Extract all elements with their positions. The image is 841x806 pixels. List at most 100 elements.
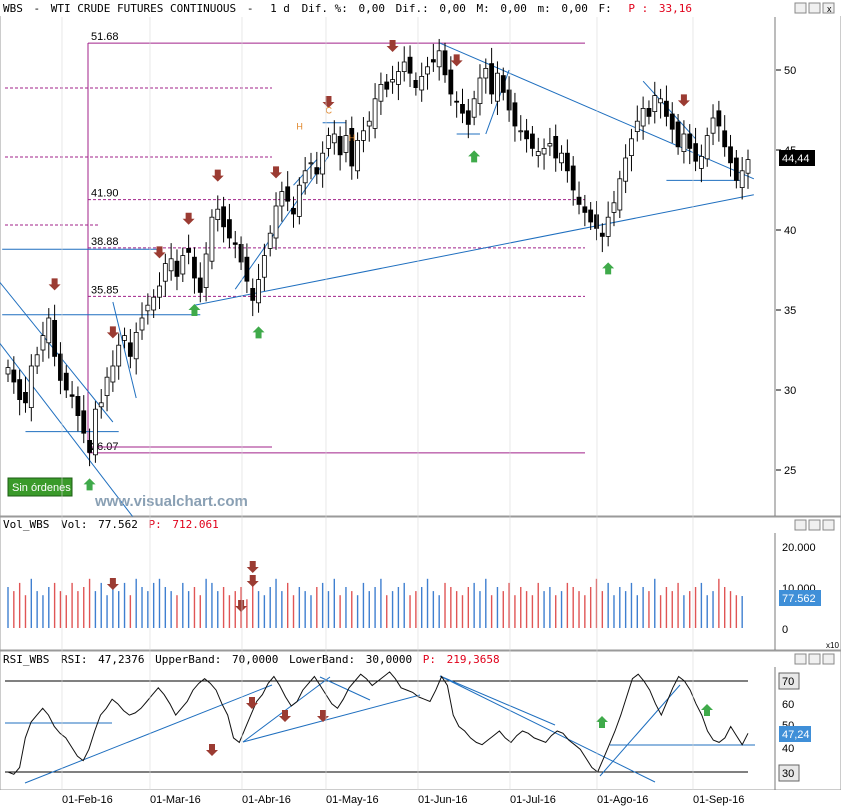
x-tick-label: 01-Jul-16 (510, 794, 556, 806)
candle-body (320, 152, 326, 175)
candle-body (553, 135, 559, 159)
x-tick-label: 01-Mar-16 (150, 794, 201, 806)
rsi-panel-buttons[interactable] (794, 653, 835, 665)
candle-body (122, 335, 127, 341)
svg-text:Sin órdenes: Sin órdenes (12, 482, 71, 494)
candle-body (343, 135, 349, 153)
rsi-trend-line (242, 694, 421, 743)
candle-body (430, 59, 436, 63)
candle-body (570, 165, 576, 191)
candle-body (273, 205, 279, 239)
candle-body (372, 98, 378, 129)
rsi-trend-line (242, 676, 331, 743)
close-icon: x (827, 4, 832, 14)
vol-scale-mark: x10 (826, 641, 839, 650)
volume-panel: Vol_WBS Vol: 77.562 P: 712.061 20.000 10… (0, 516, 841, 651)
candle-body (98, 402, 104, 408)
candle-body (605, 216, 611, 237)
candle-body (413, 80, 419, 89)
candle-body (448, 69, 454, 95)
minimize-button[interactable] (794, 2, 807, 14)
rsi-bear-arrow (206, 744, 218, 756)
rsi-trend-line (24, 684, 273, 784)
svg-text:30: 30 (782, 768, 794, 780)
vol-axis-label: 0 (782, 624, 788, 636)
x-axis: 01-Feb-16 01-Mar-16 01-Abr-16 01-May-16 01-J… (0, 17, 841, 806)
candle-body (652, 95, 658, 112)
formation-label: C (325, 106, 332, 116)
candle-body (541, 147, 547, 155)
candle-body (5, 367, 11, 375)
candle-body (23, 391, 28, 404)
candle-body (675, 121, 681, 148)
candle-body (133, 331, 139, 360)
candle-body (308, 162, 314, 165)
svg-text:40: 40 (782, 743, 794, 755)
vol-bear-arrow (106, 578, 119, 590)
candle-body (93, 408, 98, 456)
candle-body (17, 379, 23, 401)
bear-signal-arrow (677, 94, 690, 107)
candle-body (535, 151, 541, 157)
close-button[interactable] (822, 2, 835, 14)
y-tick-label: 25 (784, 465, 796, 477)
y-tick-label: 35 (784, 305, 796, 317)
header-tf: 1 d (270, 2, 290, 15)
svg-text:WBS - WTI CRUDE FU: WBS - WTI CRUDE FUTURES CONTINUOUS - 1 d… (3, 2, 692, 15)
candle-body (739, 170, 745, 189)
rsi-upper-box: 70 (778, 672, 800, 690)
y-tick-label: 30 (784, 385, 796, 397)
candle-body (238, 243, 244, 263)
bear-signal-arrow (386, 40, 399, 52)
candle-body (658, 98, 663, 104)
candle-body (698, 155, 704, 169)
x-tick-label: 01-Sep-16 (693, 794, 744, 806)
panel-buttons[interactable]: x (794, 2, 835, 14)
y-tick-label: 50 (784, 65, 796, 77)
price-panel: WBS - WTI CRUDE FUTURES CONTINUOUS - 1 d… (0, 0, 841, 522)
candle-body (127, 342, 133, 357)
candle-body (681, 133, 687, 153)
candle-body (285, 186, 291, 202)
candle-body (530, 133, 535, 149)
candle-body (669, 113, 675, 130)
svg-text:70: 70 (782, 676, 794, 688)
y-tick-label: 40 (784, 225, 796, 237)
svg-text:77.562: 77.562 (782, 593, 816, 605)
rsi-last-box: 47,24 (779, 726, 811, 742)
rsi-close-button[interactable] (822, 653, 835, 665)
order-label[interactable]: Sin órdenes (7, 477, 73, 497)
candle-body (186, 247, 192, 253)
candle-body (215, 208, 221, 220)
trend-line (234, 156, 329, 290)
vol-close-button[interactable] (822, 519, 835, 531)
candle-body (454, 100, 460, 103)
vol-bear-arrow (246, 575, 259, 587)
fib-level-label: 41.90 (91, 188, 119, 200)
rsi-bear-arrow (246, 697, 258, 709)
candle-body (69, 394, 75, 397)
rsi-panel: RSI_WBS RSI: 47,2376 UpperBand: 70,0000 … (0, 650, 841, 791)
candle-body (232, 242, 238, 245)
candle-body (52, 319, 58, 357)
rsi-name: RSI_WBS (3, 653, 49, 666)
candle-body (582, 206, 588, 213)
svg-text:60: 60 (782, 699, 794, 711)
candle-body (483, 68, 489, 79)
candle-body (506, 89, 512, 111)
candle-body (104, 376, 110, 397)
bull-signal-arrow (188, 304, 201, 316)
rsi-trend-line (439, 675, 556, 726)
candle-body (611, 202, 617, 213)
candle-body (401, 61, 407, 73)
vol-panel-buttons[interactable] (794, 519, 835, 531)
maximize-button[interactable] (808, 2, 821, 14)
candle-body (745, 159, 751, 174)
candle-body (145, 304, 151, 312)
candle-body (81, 410, 87, 434)
candle-body (221, 206, 226, 228)
vol-axis-label: 20.000 (782, 542, 816, 554)
x-tick-label: 01-May-16 (326, 794, 379, 806)
candle-body (634, 120, 640, 132)
